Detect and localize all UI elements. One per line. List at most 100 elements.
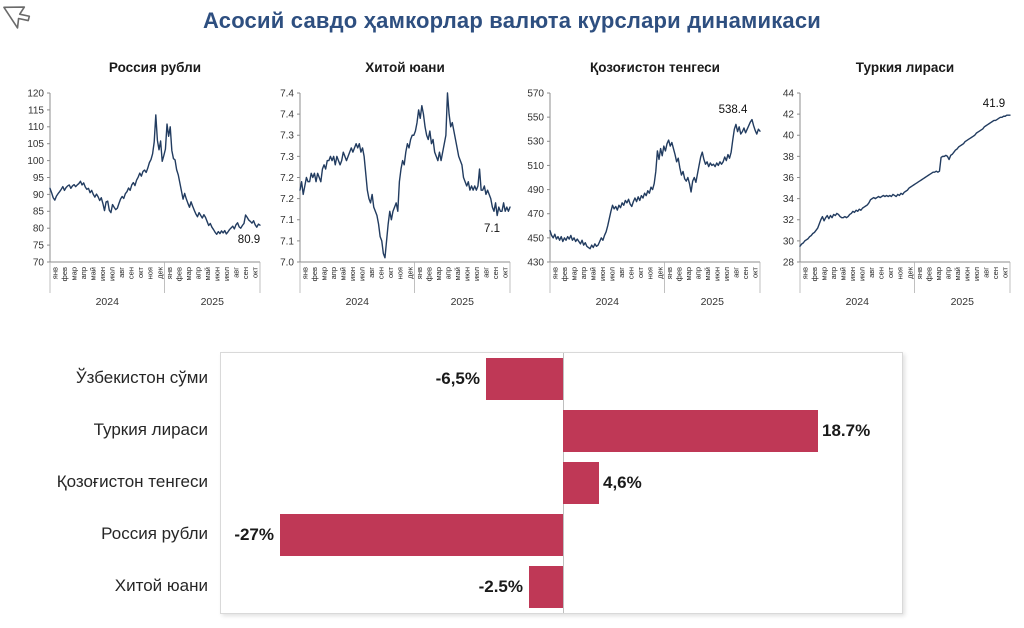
y-tick-label: 7.1 [280,236,294,247]
month-label: июн [598,267,607,281]
y-tick-label: 38 [783,152,795,163]
y-tick-label: 42 [783,110,795,121]
y-tick-label: 85 [33,207,45,218]
month-label: фев [60,267,69,281]
month-label: апр [829,267,838,279]
y-tick-label: 95 [33,173,45,184]
bar [486,358,563,400]
month-label: дек [905,266,914,279]
data-line [799,114,1011,247]
month-label: июн [848,267,857,281]
bar [280,514,563,556]
month-label: май [838,267,847,281]
month-label: окт [636,266,645,278]
month-label: июн [463,267,472,281]
y-tick-label: 470 [527,209,544,220]
end-value-label: 7.1 [484,223,500,235]
month-label: авг [867,267,876,278]
month-label: июн [963,267,972,281]
month-label: ноя [146,267,155,279]
y-tick-label: 7.3 [280,131,294,142]
year-label: 2025 [451,296,475,308]
y-tick-label: 30 [783,236,795,247]
chart-title-kazakh-tenge: Қозоғистон тенгеси [590,60,720,75]
y-tick-label: 7.4 [280,110,294,121]
month-label: июн [713,267,722,281]
bar-chart-category-labels: Ўзбекистон сўми Туркия лираси Қозоғистон т… [0,352,208,612]
bar-value-label: -2.5% [478,577,523,596]
month-label: сен [877,267,886,279]
month-label: окт [386,266,395,278]
month-label: окт [751,266,760,278]
month-label: фев [310,267,319,281]
month-label: июл [108,267,117,281]
y-tick-label: 430 [527,257,544,268]
month-label: янв [915,267,924,279]
year-label: 2025 [701,296,725,308]
y-tick-label: 100 [27,156,44,167]
y-tick-label: 34 [783,194,795,205]
y-tick-label: 7.2 [280,173,294,184]
year-label: 2024 [846,296,870,308]
month-label: июл [608,267,617,281]
year-label: 2025 [951,296,975,308]
month-label: мар [184,267,193,281]
y-tick-label: 530 [527,137,544,148]
bar-row-label: Россия рубли [101,524,208,543]
month-label: май [703,267,712,281]
month-label: май [338,267,347,281]
bar-value-label: 4,6% [603,473,642,492]
y-tick-label: 36 [783,173,795,184]
year-label: 2024 [596,296,620,308]
bar-row-label: Хитой юани [114,576,208,595]
month-label: окт [251,266,260,278]
y-tick-label: 110 [28,122,44,133]
y-tick-label: 44 [783,88,795,99]
y-tick-label: 7.4 [280,88,294,99]
bar-chart-currency-change: -6,5% 18.7% 4,6% -27% -2.5% [220,352,903,614]
bar-value-label: -27% [234,525,274,544]
end-value-label: 538.4 [719,104,748,116]
month-label: окт [136,266,145,278]
month-label: ноя [646,267,655,279]
month-label: фев [174,267,183,281]
month-label: фев [424,267,433,281]
month-label: апр [79,267,88,279]
month-label: сен [127,267,136,279]
end-value-label: 80.9 [238,234,260,246]
month-label: сен [627,267,636,279]
month-label: май [588,267,597,281]
month-label: фев [560,267,569,281]
y-tick-label: 40 [783,131,795,142]
month-label: мар [319,267,328,281]
month-label: янв [800,267,809,279]
y-tick-label: 510 [527,161,544,172]
month-label: июл [358,267,367,281]
month-label: сен [491,267,500,279]
bar-value-label: -6,5% [435,369,480,388]
month-label: июл [222,267,231,281]
y-tick-label: 70 [33,257,45,268]
month-label: сен [241,267,250,279]
y-tick-label: 490 [527,185,544,196]
month-label: июн [348,267,357,281]
month-label: авг [732,267,741,278]
page-title: Асосий савдо ҳамкорлар валюта курслари д… [202,8,822,33]
month-label: апр [693,267,702,279]
month-label: мар [684,267,693,281]
month-label: янв [300,267,309,279]
month-label: июн [98,267,107,281]
line-chart-china-yuan: Хитой юани 7.4 7.4 7.3 7.3 7.2 7.2 7.1 7.1 7.0 ян… [270,58,520,320]
y-tick-label: 80 [33,224,45,235]
y-tick-label: 75 [33,241,45,252]
month-label: дек [655,266,664,279]
month-label: фев [674,267,683,281]
month-label: май [453,267,462,281]
bar [563,462,599,504]
month-label: сен [991,267,1000,279]
month-label: май [203,267,212,281]
month-label: окт [886,266,895,278]
